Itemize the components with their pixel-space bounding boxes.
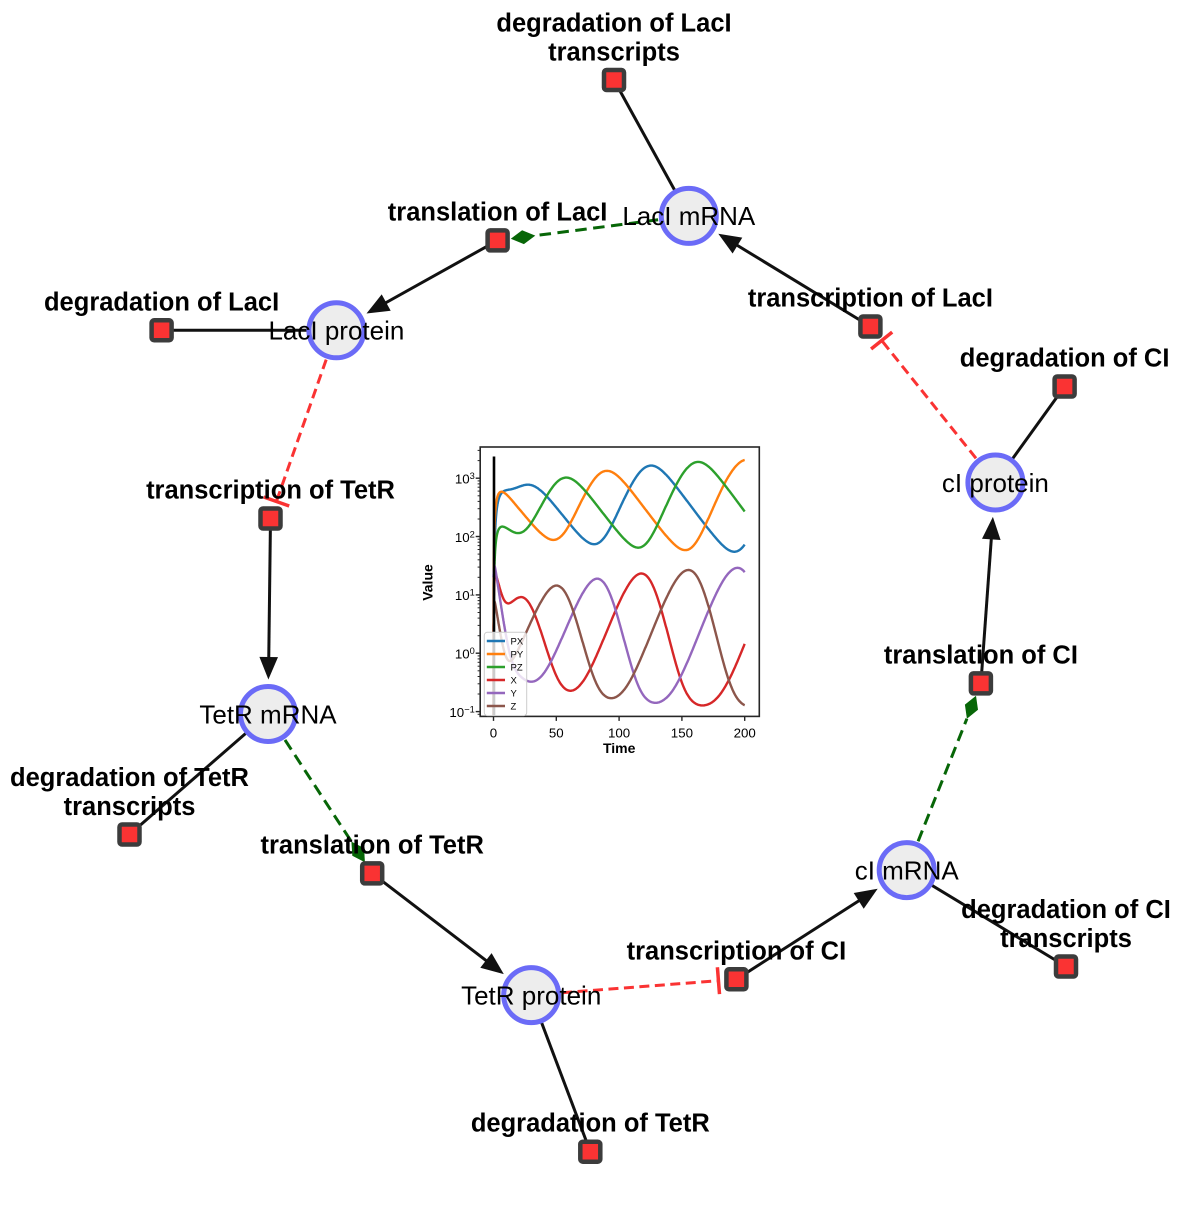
svg-text:LacI mRNA: LacI mRNA (622, 201, 756, 231)
svg-text:transcripts: transcripts (1000, 925, 1132, 953)
svg-text:Z: Z (511, 701, 517, 712)
svg-text:PX: PX (511, 636, 524, 647)
svg-text:transcription of CI: transcription of CI (627, 937, 847, 965)
svg-text:Y: Y (511, 688, 518, 699)
svg-text:PZ: PZ (511, 662, 523, 673)
svg-text:cI protein: cI protein (942, 468, 1049, 498)
svg-text:PY: PY (511, 649, 524, 660)
svg-text:LacI protein: LacI protein (268, 316, 404, 346)
svg-text:150: 150 (671, 726, 693, 741)
svg-text:0: 0 (490, 726, 497, 741)
svg-text:degradation of LacI: degradation of LacI (496, 10, 731, 38)
svg-text:cI mRNA: cI mRNA (855, 855, 960, 885)
svg-text:degradation of CI: degradation of CI (960, 345, 1170, 373)
svg-text:degradation of TetR: degradation of TetR (10, 764, 249, 792)
svg-text:transcription of LacI: transcription of LacI (748, 285, 993, 313)
svg-text:transcripts: transcripts (548, 39, 680, 67)
svg-text:TetR mRNA: TetR mRNA (199, 699, 337, 729)
svg-text:degradation of TetR: degradation of TetR (471, 1110, 710, 1138)
svg-text:degradation of LacI: degradation of LacI (44, 288, 279, 316)
svg-text:TetR protein: TetR protein (461, 980, 601, 1010)
svg-text:transcription of TetR: transcription of TetR (146, 477, 395, 505)
svg-text:translation of LacI: translation of LacI (388, 198, 608, 226)
svg-text:100: 100 (608, 726, 630, 741)
svg-text:transcripts: transcripts (64, 793, 196, 821)
svg-text:Time: Time (603, 740, 636, 756)
svg-text:translation of TetR: translation of TetR (261, 831, 484, 859)
svg-text:200: 200 (734, 726, 756, 741)
svg-text:50: 50 (549, 726, 564, 741)
svg-text:Value: Value (420, 564, 436, 601)
svg-text:degradation of CI: degradation of CI (961, 896, 1171, 924)
svg-text:X: X (511, 675, 518, 686)
svg-text:translation of CI: translation of CI (884, 641, 1078, 669)
